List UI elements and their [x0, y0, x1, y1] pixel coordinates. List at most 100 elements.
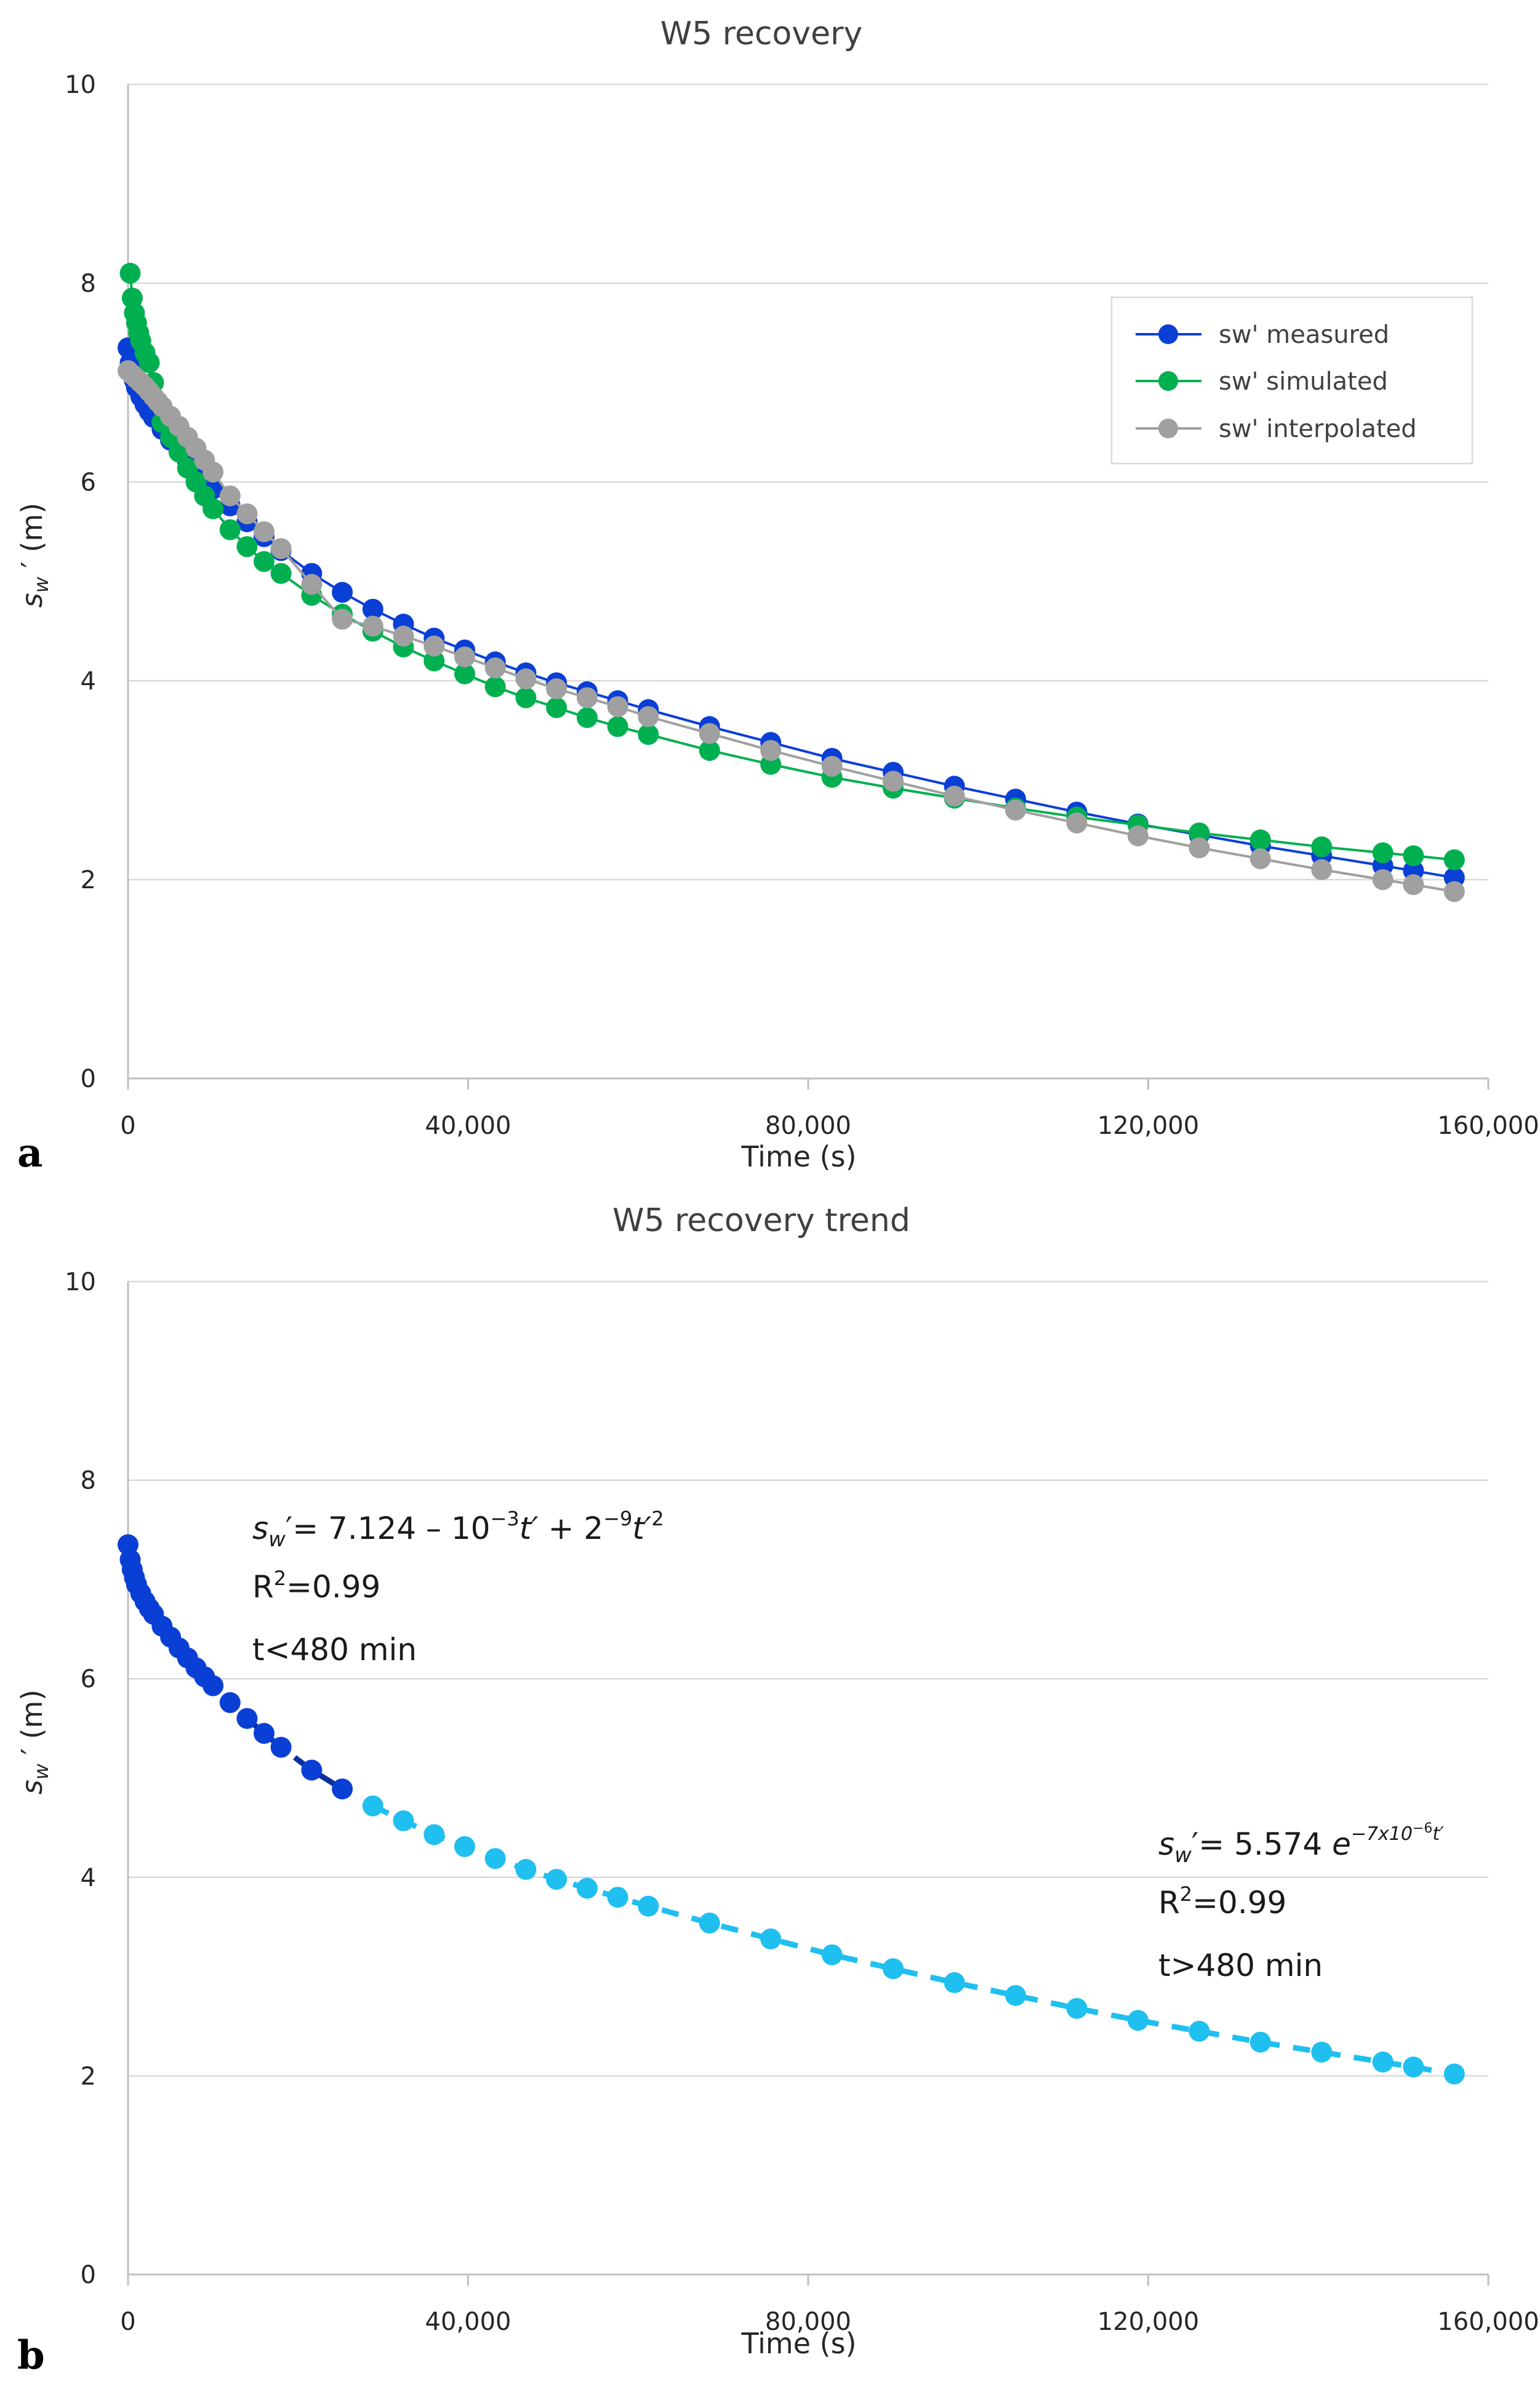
- y-tick-label: 0: [81, 1065, 96, 1093]
- data-point: [546, 697, 567, 718]
- r2-prefix: R: [1158, 1885, 1180, 1921]
- data-point: [270, 563, 292, 584]
- eq-base: e: [1332, 1826, 1351, 1862]
- data-point: [332, 582, 353, 603]
- data-point: [1311, 2041, 1333, 2063]
- data-point: [699, 1913, 720, 1933]
- data-point: [515, 687, 537, 709]
- legend: sw' measured sw' simulated sw' interpola…: [1110, 296, 1474, 465]
- eq-subscript: w: [268, 1527, 286, 1552]
- data-point: [699, 740, 720, 761]
- data-point: [1372, 2051, 1394, 2073]
- chart-title: W5 recovery trend: [612, 1202, 910, 1239]
- axes: [127, 84, 1490, 1090]
- data-point: [1189, 2020, 1210, 2042]
- gridlines: [128, 83, 1488, 881]
- data-point: [454, 1836, 475, 1857]
- data-point: [219, 519, 241, 540]
- data-point: [138, 352, 160, 374]
- data-point: [1066, 1998, 1088, 2019]
- data-point: [944, 785, 965, 807]
- series-group: [118, 262, 1465, 902]
- y-tick-label: 10: [65, 1268, 96, 1296]
- data-point: [1443, 849, 1465, 870]
- y-tick-label: 8: [81, 1467, 96, 1495]
- legend-label: sw' simulated: [1219, 367, 1388, 396]
- data-point: [270, 538, 292, 560]
- x-tick-labels: 0 40,000 80,000 120,000 160,000: [120, 2308, 1539, 2336]
- r2-value: =0.99: [286, 1569, 380, 1605]
- gridlines: [128, 1280, 1488, 2077]
- data-point: [270, 1737, 292, 1758]
- data-point: [699, 723, 720, 744]
- time-range-text: t<480 min: [252, 1632, 417, 1668]
- equation-text: sw′= 7.124 – 10−3t′ + 2−9t′2: [252, 1507, 664, 1552]
- data-point: [515, 668, 537, 689]
- data-point: [1249, 848, 1271, 870]
- y-tick-label: 6: [81, 1665, 96, 1693]
- data-point: [821, 1944, 843, 1965]
- y-tick-label: 0: [81, 2261, 96, 2289]
- x-tick-label: 80,000: [765, 1112, 851, 1140]
- y-axis-label-subscript: w: [30, 1763, 53, 1780]
- y-axis-label-subscript: w: [30, 576, 53, 593]
- data-point: [1066, 812, 1088, 833]
- data-point: [546, 1869, 567, 1890]
- r2-prefix: R: [252, 1569, 274, 1605]
- time-range-text: t>480 min: [1158, 1948, 1323, 1983]
- data-point: [944, 1972, 965, 1993]
- y-tick-labels: 0 2 4 6 8 10: [65, 1268, 96, 2289]
- data-point: [515, 1858, 537, 1880]
- data-point: [1403, 2056, 1424, 2078]
- data-point: [362, 616, 383, 637]
- data-point: [638, 724, 659, 745]
- legend-entry-interpolated: sw' interpolated: [1136, 415, 1417, 443]
- eq-symbol: s: [1158, 1826, 1174, 1862]
- data-point: [1249, 2031, 1271, 2053]
- eq-symbol: s: [252, 1511, 268, 1546]
- panel-label-a: a: [17, 1130, 42, 1176]
- data-point: [1127, 2010, 1149, 2031]
- x-axis-label: Time (s): [740, 2327, 856, 2360]
- x-tick-label: 120,000: [1097, 1112, 1199, 1140]
- r-squared-text: R2=0.99: [1158, 1882, 1286, 1921]
- data-point: [576, 1877, 598, 1899]
- data-point: [1443, 2063, 1465, 2085]
- r2-exponent: 2: [274, 1567, 286, 1590]
- data-point: [576, 687, 598, 709]
- r-squared-text: R2=0.99: [252, 1567, 380, 1605]
- data-point: [454, 646, 475, 668]
- data-point: [484, 676, 506, 697]
- data-point: [638, 1895, 659, 1917]
- data-point: [332, 1778, 353, 1800]
- data-point: [454, 663, 475, 685]
- data-point: [1403, 845, 1424, 867]
- data-point: [1443, 881, 1465, 902]
- chart-panel-b: W5 recovery trend 0 2 4 6 8 10 0 40,000 80,000 1…: [15, 1202, 1539, 2379]
- data-point: [423, 635, 445, 657]
- equation-annotation-early: sw′= 7.124 – 10−3t′ + 2−9t′2 R2=0.99 t<4…: [252, 1507, 664, 1668]
- data-point: [219, 1692, 241, 1713]
- eq-exponent-variable: t′: [1432, 1823, 1444, 1845]
- data-point: [760, 1928, 782, 1949]
- data-point: [607, 716, 628, 737]
- y-axis-label-symbol: s: [15, 1780, 49, 1794]
- legend-label: sw' interpolated: [1219, 415, 1417, 443]
- data-point: [607, 1887, 628, 1908]
- x-tick-labels: 0 40,000 80,000 120,000 160,000: [120, 1112, 1539, 1140]
- x-tick-label: 40,000: [425, 1112, 511, 1140]
- eq-variable: t′: [632, 1511, 652, 1546]
- data-point: [219, 485, 241, 507]
- data-point: [254, 521, 275, 542]
- data-point: [1372, 842, 1394, 864]
- eq-exponent: −3: [491, 1507, 519, 1530]
- r2-value: =0.99: [1192, 1885, 1286, 1921]
- data-point: [638, 706, 659, 728]
- data-point: [1127, 825, 1149, 846]
- eq-exponent: 2: [651, 1507, 664, 1530]
- y-axis-label: sw ′ (m): [15, 1690, 53, 1795]
- data-point: [821, 755, 843, 777]
- y-tick-label: 8: [81, 270, 96, 298]
- data-point: [119, 262, 141, 284]
